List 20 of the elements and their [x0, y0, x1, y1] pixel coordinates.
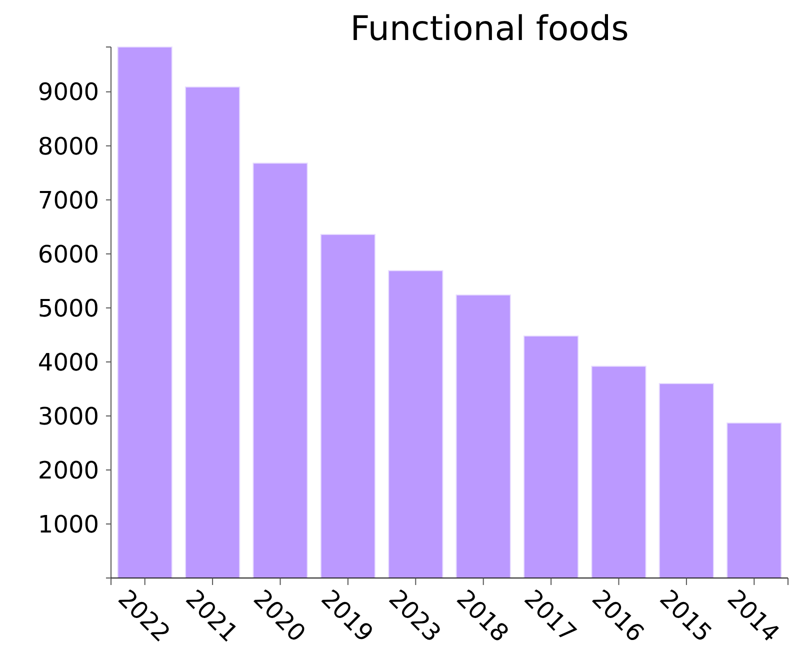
y-tick-label: 7000: [38, 186, 99, 214]
bar: [252, 162, 308, 578]
chart-title: Functional foods: [350, 9, 629, 49]
bar: [726, 422, 782, 578]
bar: [184, 86, 240, 578]
bar: [320, 234, 376, 578]
y-tick-label: 4000: [38, 348, 99, 376]
y-tick-label: 6000: [38, 240, 99, 268]
y-tick-label: 9000: [38, 78, 99, 106]
bar: [117, 46, 172, 578]
bar: [658, 383, 714, 578]
y-tick-label: 8000: [38, 132, 99, 160]
y-tick-label: 1000: [38, 510, 99, 538]
y-tick-label: 2000: [38, 456, 99, 484]
bar: [523, 336, 579, 578]
y-tick-label: 3000: [38, 402, 99, 430]
bar: [388, 270, 444, 578]
bar: [456, 294, 511, 578]
bar: [591, 366, 646, 578]
y-tick-label: 5000: [38, 294, 99, 322]
